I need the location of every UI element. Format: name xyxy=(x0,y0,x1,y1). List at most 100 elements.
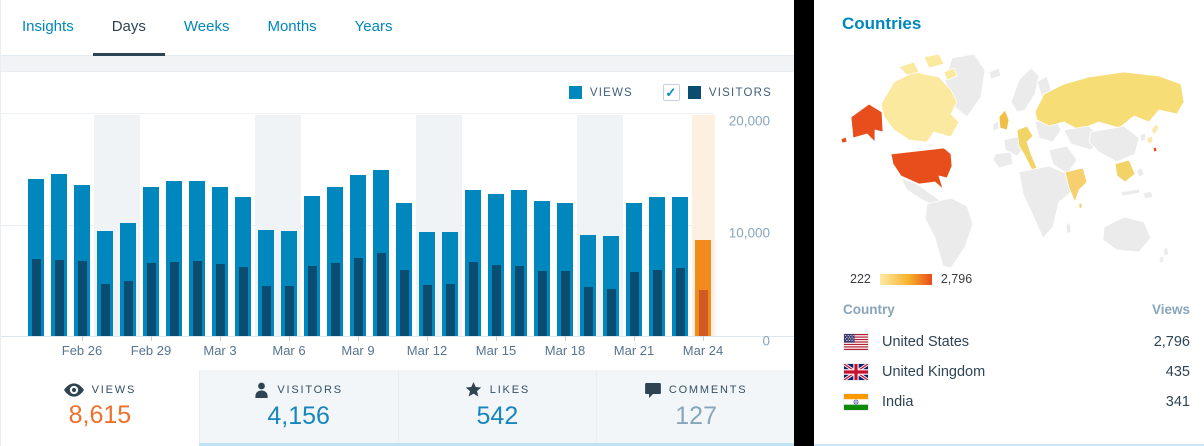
summary-comments[interactable]: COMMENTS 127 xyxy=(596,370,795,443)
country-row: United States 2,796 xyxy=(843,327,1190,357)
x-axis-label: Mar 15 xyxy=(475,343,517,358)
x-axis-tick xyxy=(220,336,221,341)
visitors-bar[interactable] xyxy=(583,287,593,336)
visitors-bar[interactable] xyxy=(238,267,248,336)
tab-years[interactable]: Years xyxy=(354,18,393,35)
x-axis-tick xyxy=(151,336,152,341)
gridline xyxy=(1,113,714,114)
x-axis-label: Mar 6 xyxy=(272,343,306,358)
map-region-russia xyxy=(1034,71,1185,131)
map-region-us xyxy=(890,147,953,190)
visitors-bar[interactable] xyxy=(652,270,662,336)
traffic-chart: VIEWS ✓ VISITORS 20,000 10,000 0 Feb 26 Feb … xyxy=(1,72,795,368)
visitors-bar[interactable] xyxy=(54,260,64,336)
summary-likes[interactable]: LIKES 542 xyxy=(397,370,597,443)
visitors-bar[interactable] xyxy=(376,253,386,336)
country-table-header: Country Views xyxy=(843,302,1190,327)
x-axis-tick xyxy=(496,336,497,341)
visitors-bar[interactable] xyxy=(514,266,524,336)
visitors-bar[interactable] xyxy=(399,270,409,336)
visitors-bar[interactable] xyxy=(698,290,708,336)
summary-likes-value: 542 xyxy=(476,402,519,430)
country-name: United States xyxy=(882,334,970,350)
x-axis-label: Feb 26 xyxy=(61,343,103,358)
visitors-bar[interactable] xyxy=(629,272,639,336)
summary-views-header: VIEWS xyxy=(63,383,136,397)
country-column-header: Country xyxy=(843,302,895,317)
tab-insights[interactable]: Insights xyxy=(22,18,74,35)
x-axis-label: Mar 12 xyxy=(406,343,448,358)
country-row: United Kingdom 435 xyxy=(843,357,1190,387)
bottom-strip xyxy=(199,443,795,446)
person-icon xyxy=(254,382,269,398)
map-region-australia xyxy=(1102,216,1152,253)
visitors-checkbox[interactable]: ✓ xyxy=(662,84,680,101)
visitors-legend-label: VISITORS xyxy=(708,86,772,99)
summary-bar: VIEWS 8,615 VISITORS 4,156 LIKES 542 COMMENTS 1… xyxy=(1,370,795,443)
visitors-bar[interactable] xyxy=(606,289,616,336)
visitors-bar[interactable] xyxy=(537,271,547,336)
views-legend-label: VIEWS xyxy=(589,86,633,99)
map-region-alaska xyxy=(850,103,884,143)
visitors-bar[interactable] xyxy=(77,261,87,336)
x-axis-label: Mar 9 xyxy=(341,343,375,358)
country-row: India 341 xyxy=(843,387,1190,417)
comment-icon xyxy=(644,382,661,398)
map-legend: 222 2,796 xyxy=(850,272,1204,286)
map-legend-min: 222 xyxy=(850,272,871,286)
summary-comments-label: COMMENTS xyxy=(668,384,748,396)
summary-comments-header: COMMENTS xyxy=(644,382,748,398)
views-swatch xyxy=(568,86,582,99)
visitors-bar[interactable] xyxy=(445,284,455,336)
map-region-india xyxy=(1064,167,1088,203)
country-name: United Kingdom xyxy=(882,364,986,380)
visitors-bar[interactable] xyxy=(307,266,317,336)
visitors-bar[interactable] xyxy=(491,265,501,336)
y-axis-label: 0 xyxy=(762,333,770,349)
visitors-bar[interactable] xyxy=(100,284,110,336)
map-region-africa xyxy=(1018,165,1072,239)
x-axis-tick xyxy=(703,336,704,341)
x-axis-tick xyxy=(427,336,428,341)
visitors-bar[interactable] xyxy=(468,262,478,336)
visitors-bar[interactable] xyxy=(169,262,179,336)
summary-visitors-header: VISITORS xyxy=(254,382,343,398)
india-flag xyxy=(843,393,869,411)
summary-likes-label: LIKES xyxy=(489,384,530,396)
map-region-canada xyxy=(880,71,960,143)
x-axis-tick xyxy=(82,336,83,341)
map-region-europe xyxy=(1016,125,1038,171)
visitors-bar[interactable] xyxy=(353,258,363,336)
visitors-bar[interactable] xyxy=(560,271,570,336)
visitors-bar[interactable] xyxy=(284,286,294,336)
map-region-uk xyxy=(998,109,1010,131)
visitors-bar[interactable] xyxy=(146,263,156,336)
countries-title: Countries xyxy=(842,14,922,33)
visitors-bar[interactable] xyxy=(330,263,340,336)
countries-panel: Countries xyxy=(814,0,1204,446)
visitors-bar[interactable] xyxy=(31,259,41,336)
summary-visitors[interactable]: VISITORS 4,156 xyxy=(198,370,398,443)
visitors-bar[interactable] xyxy=(675,268,685,336)
y-axis-label: 10,000 xyxy=(728,225,770,241)
x-axis-tick xyxy=(289,336,290,341)
tab-months[interactable]: Months xyxy=(267,18,317,35)
visitors-bar[interactable] xyxy=(123,281,133,336)
country-views: 2,796 xyxy=(1153,334,1190,350)
visitors-bar[interactable] xyxy=(192,261,202,336)
summary-views[interactable]: VIEWS 8,615 xyxy=(1,370,199,443)
summary-likes-header: LIKES xyxy=(465,382,530,398)
tab-weeks[interactable]: Weeks xyxy=(183,18,230,35)
legend-visitors: ✓ VISITORS xyxy=(662,84,772,101)
x-axis-tick xyxy=(565,336,566,341)
star-icon xyxy=(465,382,482,398)
visitors-bar[interactable] xyxy=(215,264,225,336)
visitors-bar[interactable] xyxy=(261,286,271,336)
x-axis-label: Mar 21 xyxy=(613,343,655,358)
x-axis-tick xyxy=(358,336,359,341)
tab-days[interactable]: Days xyxy=(92,0,165,56)
visitors-swatch xyxy=(687,86,701,99)
map-legend-max: 2,796 xyxy=(940,272,973,286)
visitors-bar[interactable] xyxy=(422,285,432,336)
